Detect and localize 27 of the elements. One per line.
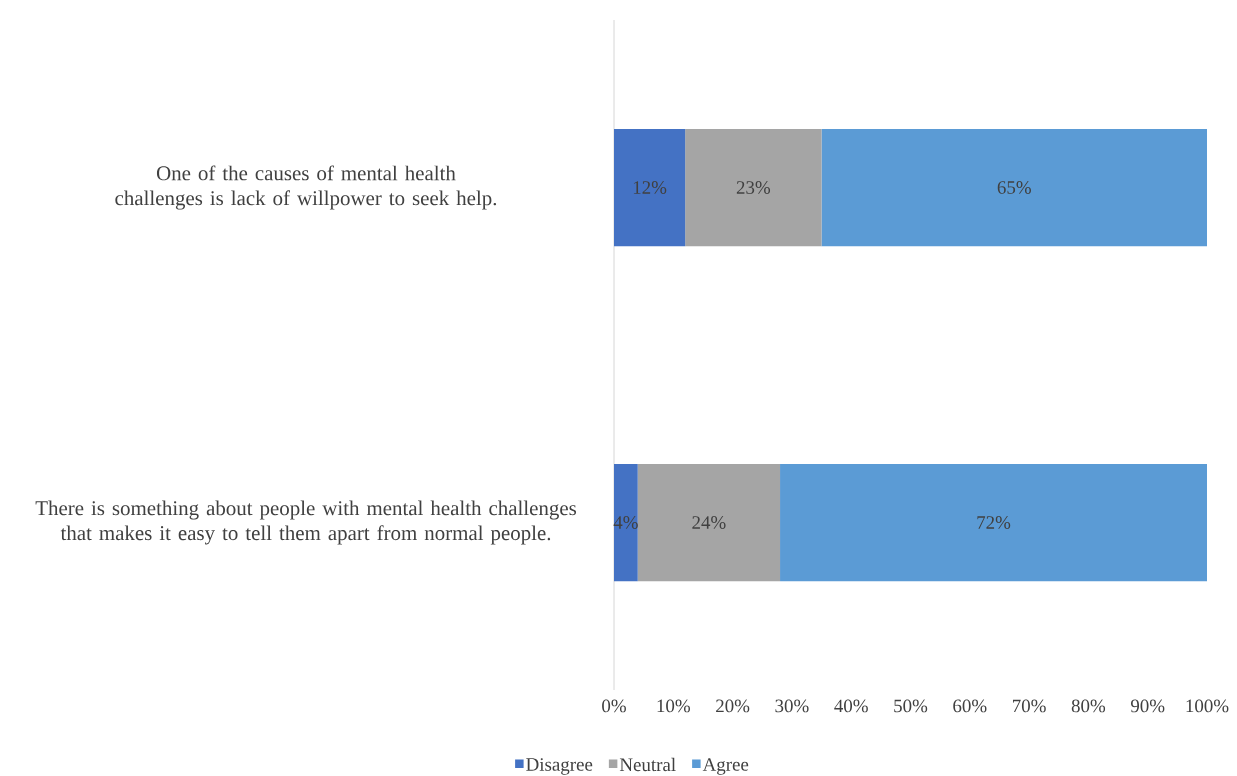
- bar: [821, 128, 1207, 246]
- x-tick-label: 60%: [953, 699, 987, 713]
- bar: [780, 463, 1207, 581]
- bar: [637, 463, 781, 581]
- x-tick-label: 90%: [1130, 699, 1165, 713]
- x-tick-label: 20%: [716, 699, 750, 713]
- legend-label: Agree: [702, 757, 749, 775]
- legend-label: Disagree: [526, 757, 593, 775]
- data-label: 65%: [997, 180, 1031, 194]
- x-tick-label: 70%: [1013, 699, 1046, 713]
- data-label: 24%: [692, 515, 726, 529]
- bar: [614, 463, 638, 581]
- data-label: 23%: [736, 180, 771, 194]
- x-tick-label: 40%: [834, 699, 868, 713]
- data-label: 72%: [977, 515, 1011, 529]
- bar: [685, 128, 822, 246]
- x-tick-label: 30%: [775, 699, 809, 713]
- data-label: 12%: [633, 180, 667, 194]
- x-tick-label: 100%: [1186, 699, 1229, 713]
- x-tick-label: 0%: [602, 699, 626, 713]
- y-tick-label: There is something about people with mental health challenges that makes it easy to tell them apart from normal people.: [35, 500, 577, 545]
- legend-label: Neutral: [619, 757, 676, 771]
- x-tick-label: 50%: [894, 699, 928, 713]
- y-tick-label: One of the causes of mental health challenges is lack of willpower to seek help.: [115, 165, 497, 210]
- x-tick-label: 80%: [1071, 699, 1106, 713]
- bar: [614, 128, 686, 246]
- x-tick-label: 10%: [657, 699, 690, 713]
